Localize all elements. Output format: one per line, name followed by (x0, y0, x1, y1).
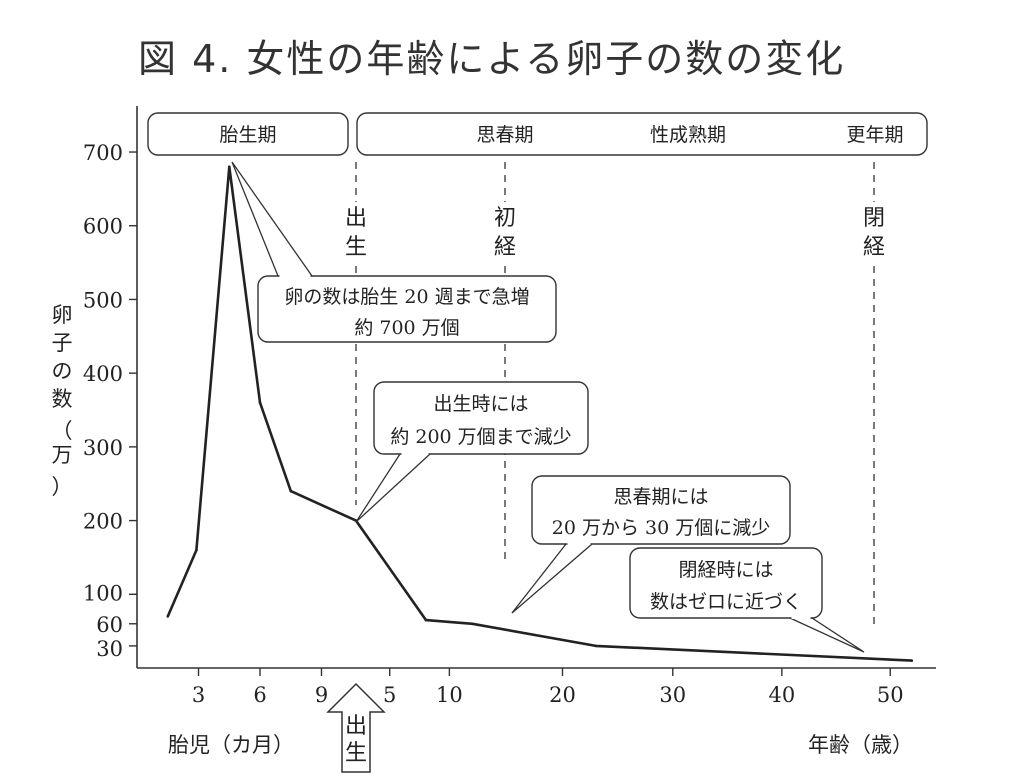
series-line (166, 165, 912, 662)
data-point (227, 165, 231, 169)
x-tick-label: 3 (192, 683, 205, 707)
birth-arrow: 出生 (326, 682, 386, 773)
x-tick-label: 9 (315, 683, 328, 707)
annotation-text: 思春期には (613, 486, 708, 508)
callout-pointer (511, 543, 594, 614)
data-point (258, 401, 262, 404)
callout-box (373, 381, 589, 455)
data-point (471, 622, 474, 626)
data-point (594, 644, 598, 648)
x-tick-label: 30 (659, 683, 686, 707)
x-axis-label-age: 年齢（歳） (808, 733, 913, 757)
callout-seam (791, 616, 811, 619)
y-tick-label: 600 (83, 215, 123, 239)
event-markers: 出生 初経 閉経 (342, 162, 888, 630)
y-tick-label: 100 (83, 581, 123, 605)
callout-seam (567, 542, 591, 545)
x-tick-label: 40 (768, 683, 795, 707)
callout-pointer (231, 161, 314, 277)
data-point (424, 618, 428, 622)
x-tick-label: 6 (253, 683, 266, 707)
data-point (195, 548, 198, 552)
y-tick-label: 60 (96, 613, 123, 637)
annotation-text: 卵の数は胎生 20 週まで急増 (284, 286, 529, 308)
phase-bands: 胎生期 思春期 性成熟期 更年期 (147, 112, 928, 156)
axis-labels: 卵子の数（万） 胎児（カ月） 年齢（歳） 出生 (52, 303, 913, 773)
marker-label: 閉経 (863, 206, 885, 260)
birth-arrow-label: 出生 (345, 714, 367, 766)
x-tick-label: 5 (383, 683, 396, 707)
annotation-callout: 思春期には 20 万から 30 万個に減少 (511, 475, 791, 614)
annotation-text: 数はゼロに近づく (650, 591, 802, 613)
x-tick-label: 10 (436, 683, 463, 707)
callout-pointer (355, 453, 432, 523)
callout-box (257, 275, 557, 343)
data-series (166, 165, 914, 662)
data-point (166, 615, 170, 618)
event-marker: 出生 (342, 162, 370, 505)
y-tick-label: 200 (83, 510, 123, 534)
callout-pointer (789, 617, 865, 653)
phase-label: 思春期 (476, 124, 533, 146)
y-tick-label: 30 (96, 637, 123, 661)
x-tick-label: 20 (549, 683, 576, 707)
annotation-text: 20 万から 30 万個に減少 (552, 517, 770, 539)
phase-box-fetal (147, 112, 349, 156)
event-marker: 初経 (491, 162, 519, 563)
y-tick-label: 300 (83, 436, 123, 460)
phase-label: 胎生期 (219, 124, 276, 146)
callout-box (531, 475, 791, 545)
data-point (910, 659, 914, 662)
phase-label: 更年期 (846, 124, 903, 146)
callout-box (629, 547, 823, 619)
x-tick-label: 50 (877, 683, 904, 707)
event-marker: 閉経 (860, 162, 888, 630)
y-axis-label: 卵子の数（万） (52, 303, 73, 499)
annotation-text: 約 700 万個 (354, 317, 459, 339)
birth-arrow-shape (326, 682, 386, 773)
phase-box-postnatal (356, 112, 928, 156)
annotation-text: 出生時には (433, 393, 528, 415)
y-tick-label: 400 (83, 362, 123, 386)
phase-label: 性成熟期 (650, 124, 726, 146)
annotation-text: 閉経時には (678, 559, 773, 581)
marker-label: 出生 (345, 206, 367, 260)
annotation-text: 約 200 万個まで減少 (390, 426, 571, 448)
x-axis-label-fetal: 胎児（カ月） (168, 733, 294, 757)
chart-title: 図 4. 女性の年齢による卵子の数の変化 (138, 37, 846, 81)
data-point (289, 489, 293, 493)
marker-label: 初経 (494, 206, 516, 260)
callout-seam (401, 452, 429, 455)
y-tick-label: 700 (83, 141, 123, 165)
y-tick-label: 500 (83, 288, 123, 312)
callout-seam (279, 275, 311, 278)
